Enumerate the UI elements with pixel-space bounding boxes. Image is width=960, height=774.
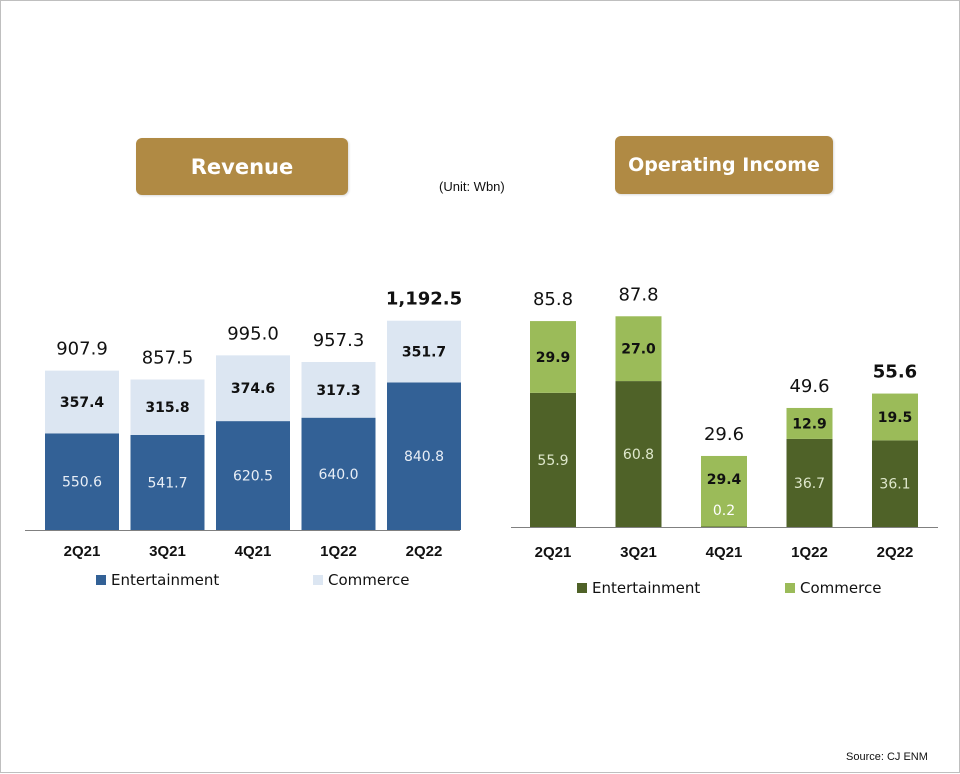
oi-category-2Q21: 2Q21	[535, 544, 572, 561]
oi-label-commerce-4Q21: 29.4	[707, 472, 742, 488]
revenue-category-4Q21: 4Q21	[235, 543, 272, 560]
revenue-label-commerce-1Q22: 317.3	[316, 383, 360, 399]
revenue-label-entertainment-3Q21: 541.7	[147, 475, 187, 491]
revenue-label-commerce-2Q21: 357.4	[60, 395, 105, 411]
revenue-legend-swatch-entertainment	[96, 575, 106, 585]
revenue-label-commerce-3Q21: 315.8	[145, 400, 189, 416]
revenue-total-2Q21: 907.9	[56, 339, 108, 360]
revenue-legend-swatch-commerce	[313, 575, 323, 585]
revenue-label-entertainment-4Q21: 620.5	[233, 469, 273, 485]
revenue-total-1Q22: 957.3	[313, 330, 365, 351]
oi-label-commerce-1Q22: 12.9	[792, 416, 827, 432]
oi-total-1Q22: 49.6	[789, 376, 829, 397]
oi-label-entertainment-2Q21: 55.9	[537, 453, 568, 469]
oi-category-1Q22: 1Q22	[791, 544, 828, 561]
revenue-category-3Q21: 3Q21	[149, 543, 186, 560]
revenue-label-commerce-2Q22: 351.7	[402, 345, 446, 361]
oi-total-4Q21: 29.6	[704, 424, 744, 445]
revenue-label-entertainment-2Q22: 840.8	[404, 449, 444, 465]
oi-label-entertainment-2Q22: 36.1	[879, 477, 910, 493]
revenue-label-commerce-4Q21: 374.6	[231, 381, 275, 397]
oi-legend-swatch-commerce	[785, 583, 795, 593]
revenue-total-2Q22: 1,192.5	[386, 289, 462, 310]
oi-total-2Q22: 55.6	[873, 362, 917, 383]
revenue-label-entertainment-2Q21: 550.6	[62, 475, 102, 491]
oi-label-commerce-2Q21: 29.9	[536, 350, 571, 366]
oi-legend-commerce: Commerce	[800, 579, 881, 597]
oi-legend-swatch-entertainment	[577, 583, 587, 593]
revenue-legend-commerce: Commerce	[328, 571, 409, 589]
oi-category-4Q21: 4Q21	[706, 544, 743, 561]
revenue-total-4Q21: 995.0	[227, 323, 279, 344]
oi-label-commerce-3Q21: 27.0	[621, 342, 656, 358]
oi-label-commerce-2Q22: 19.5	[878, 410, 913, 426]
oi-label-entertainment-3Q21: 60.8	[623, 447, 654, 463]
oi-legend-entertainment: Entertainment	[592, 579, 700, 597]
oi-category-3Q21: 3Q21	[620, 544, 657, 561]
revenue-label-entertainment-1Q22: 640.0	[318, 467, 358, 483]
oi-label-entertainment-1Q22: 36.7	[794, 476, 825, 492]
revenue-category-2Q22: 2Q22	[406, 543, 443, 560]
oi-total-2Q21: 85.8	[533, 289, 573, 310]
oi-label-entertainment-4Q21: 0.2	[713, 503, 735, 519]
revenue-total-3Q21: 857.5	[142, 348, 194, 369]
revenue-category-2Q21: 2Q21	[64, 543, 101, 560]
revenue-category-1Q22: 1Q22	[320, 543, 357, 560]
revenue-legend-entertainment: Entertainment	[111, 571, 219, 589]
oi-total-3Q21: 87.8	[618, 284, 658, 305]
oi-category-2Q22: 2Q22	[877, 544, 914, 561]
